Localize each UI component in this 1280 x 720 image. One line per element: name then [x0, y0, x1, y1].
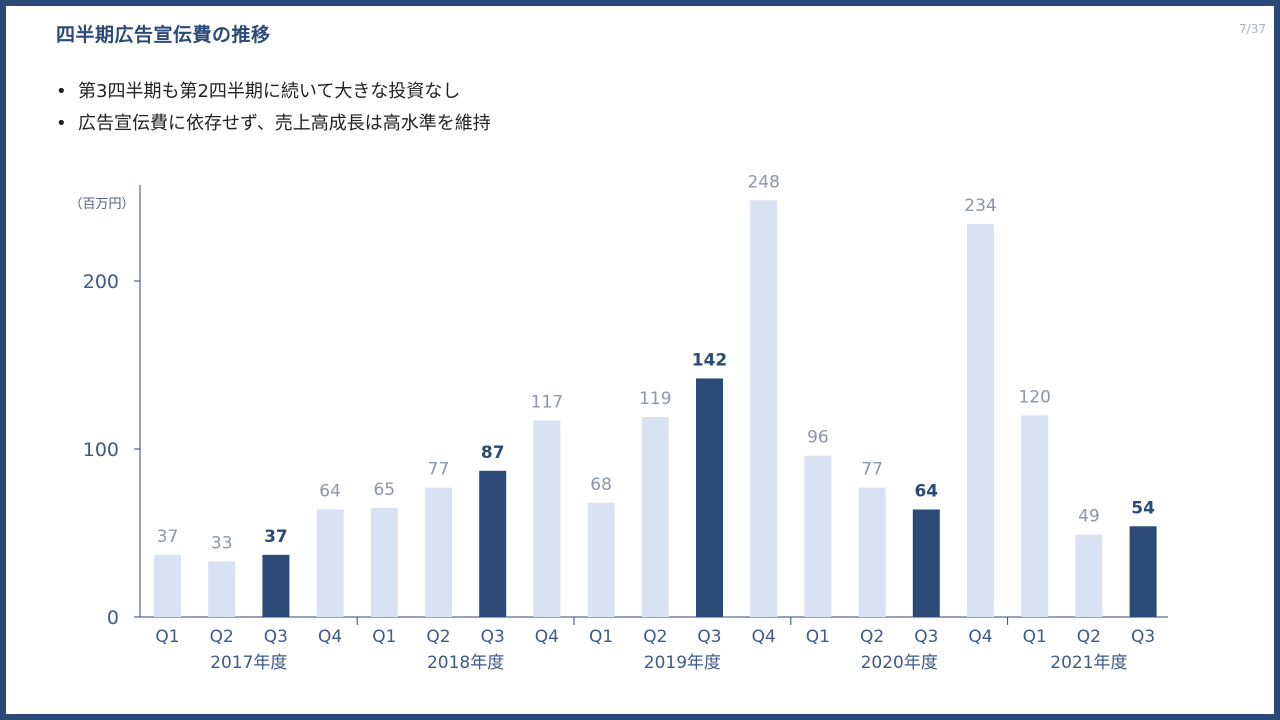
- x-tick-label: Q3: [914, 627, 938, 647]
- bar: [1129, 526, 1157, 617]
- bar: [370, 507, 398, 617]
- bullet-dot-icon: •: [56, 113, 67, 134]
- x-tick-label: Q2: [210, 627, 234, 647]
- x-tick-label: Q2: [1077, 627, 1101, 647]
- data-label: 142: [692, 350, 728, 370]
- bullet-item: • 広告宣伝費に依存せず、売上高成長は高水準を維持: [56, 108, 491, 140]
- bar: [804, 455, 832, 617]
- x-tick-label: Q4: [318, 627, 342, 647]
- page-title: 四半期広告宣伝費の推移: [56, 24, 271, 46]
- x-group-label: 2017年度: [210, 653, 287, 673]
- x-group-label: 2020年度: [861, 653, 938, 673]
- x-tick-label: Q1: [589, 627, 613, 647]
- bar: [912, 509, 940, 617]
- x-tick-label: Q4: [968, 627, 992, 647]
- data-label: 37: [157, 527, 179, 547]
- x-tick-label: Q3: [264, 627, 288, 647]
- bullet-text: 広告宣伝費に依存せず、売上高成長は高水準を維持: [78, 113, 491, 134]
- bullet-text: 第3四半期も第2四半期に続いて大きな投資なし: [78, 81, 461, 102]
- bar: [479, 470, 507, 617]
- data-label: 64: [319, 481, 341, 501]
- data-label: 49: [1078, 507, 1100, 527]
- data-label: 120: [1018, 387, 1050, 407]
- data-label: 37: [264, 527, 288, 547]
- bar: [858, 487, 886, 617]
- data-label: 65: [373, 480, 395, 500]
- bar: [696, 378, 723, 617]
- page-number: 7/37: [1239, 22, 1266, 36]
- data-label: 248: [747, 172, 779, 192]
- bar: [154, 554, 181, 617]
- x-tick-label: Q4: [535, 627, 559, 647]
- bullet-dot-icon: •: [56, 81, 67, 102]
- x-group-label: 2021年度: [1050, 653, 1127, 673]
- y-tick-label: 0: [107, 607, 119, 629]
- x-tick-label: Q3: [481, 627, 505, 647]
- x-tick-label: Q2: [643, 627, 667, 647]
- data-label: 64: [914, 481, 938, 501]
- data-label: 33: [211, 534, 233, 554]
- x-tick-label: Q4: [752, 627, 776, 647]
- y-tick-label: 100: [83, 439, 119, 461]
- data-label: 96: [807, 428, 829, 448]
- bar: [587, 502, 615, 617]
- bullet-item: • 第3四半期も第2四半期に続いて大きな投資なし: [56, 76, 491, 108]
- bar: [641, 417, 669, 617]
- bar: [1075, 534, 1103, 617]
- data-label: 87: [481, 443, 505, 463]
- data-label: 54: [1131, 498, 1155, 518]
- x-tick-label: Q1: [806, 627, 830, 647]
- x-tick-label: Q2: [860, 627, 884, 647]
- data-label: 117: [531, 392, 563, 412]
- data-label: 77: [428, 460, 450, 480]
- bar: [967, 223, 994, 617]
- x-tick-label: Q1: [155, 627, 179, 647]
- bar: [316, 509, 344, 617]
- bar: [1021, 415, 1049, 617]
- bar: [425, 487, 452, 617]
- bar: [208, 561, 236, 617]
- y-unit-label: （百万円）: [69, 197, 134, 212]
- x-tick-label: Q1: [372, 627, 396, 647]
- bar: [750, 200, 778, 618]
- bar: [262, 554, 290, 617]
- x-group-label: 2018年度: [427, 653, 504, 673]
- x-group-label: 2019年度: [644, 653, 721, 673]
- bar: [533, 420, 561, 617]
- data-label: 77: [861, 460, 883, 480]
- bullet-list: • 第3四半期も第2四半期に続いて大きな投資なし • 広告宣伝費に依存せず、売上…: [56, 76, 491, 140]
- x-tick-label: Q2: [426, 627, 450, 647]
- data-label: 234: [964, 196, 996, 216]
- x-tick-label: Q3: [697, 627, 721, 647]
- x-tick-label: Q1: [1023, 627, 1047, 647]
- y-tick-label: 200: [83, 271, 119, 293]
- data-label: 119: [639, 389, 671, 409]
- data-label: 68: [590, 475, 612, 495]
- x-tick-label: Q3: [1131, 627, 1155, 647]
